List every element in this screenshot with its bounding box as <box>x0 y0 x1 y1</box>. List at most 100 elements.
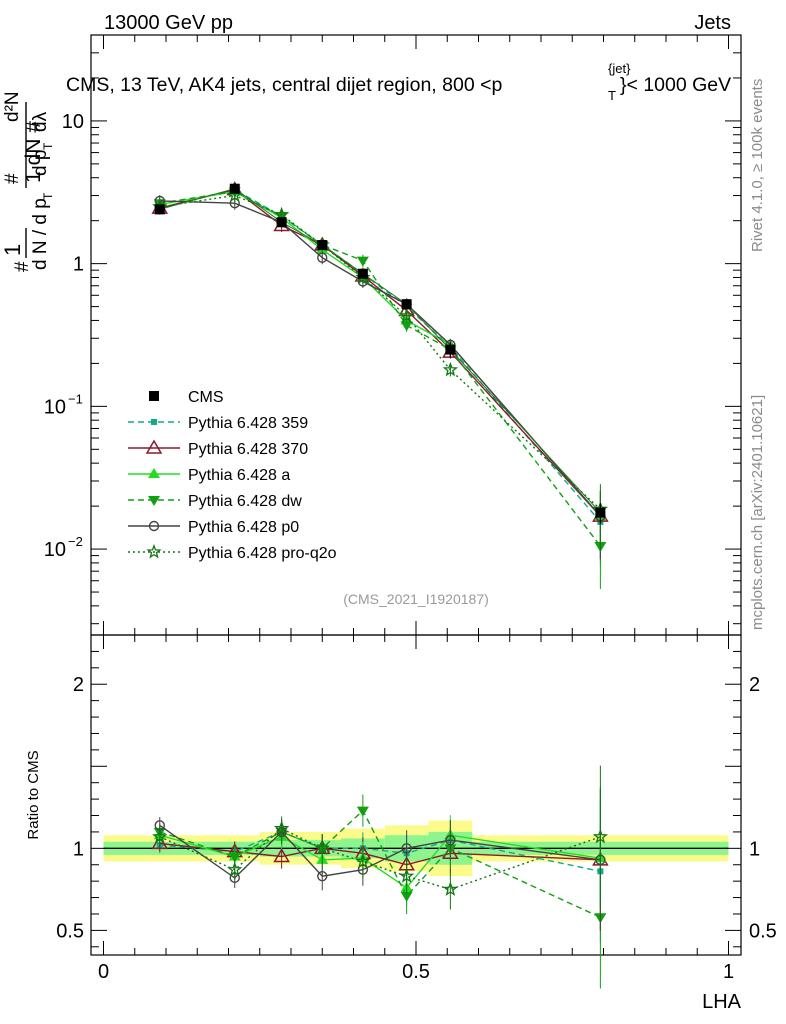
ratio-point-pp0 <box>445 834 456 846</box>
main-series-layer <box>151 181 609 590</box>
ratio-point-pq2o <box>314 840 330 855</box>
category-label: Jets <box>694 12 731 34</box>
y-tick-exponent: −1 <box>68 391 83 406</box>
ratio-y-tick-label-right: 2 <box>749 674 760 696</box>
svg-text:1: 1 <box>0 244 25 256</box>
legend-marker-p359 <box>151 419 157 425</box>
ratio-panel-frame <box>90 634 742 956</box>
y-tick-label: 1 <box>73 254 84 276</box>
ratio-uncertainty-bands <box>103 820 729 877</box>
ratio-point-pq2o <box>227 861 243 877</box>
ratio-point-pq2o <box>442 881 459 896</box>
side-label-site-wrap: mcplots.cern.ch [arXiv:2401.10621] <box>749 395 766 630</box>
title-tail: }< 1000 GeV <box>620 74 731 96</box>
ratio-line-pdw <box>159 809 601 918</box>
ratio-series-layer <box>151 765 609 989</box>
ratio-ylabel-wrap: Ratio to CMS <box>25 750 42 839</box>
ratio-point-pq2o <box>592 828 609 844</box>
svg-text:T: T <box>41 142 55 150</box>
point-pq2o <box>442 361 459 377</box>
legend-label-cms: CMS <box>188 389 224 406</box>
legend-marker-pa <box>148 468 160 478</box>
ratio-point-pq2o <box>152 828 168 844</box>
ratio-point-pq2o <box>355 853 371 869</box>
cms-point <box>229 183 240 194</box>
svg-text:d N / d p: d N / d p <box>30 198 51 270</box>
cms-point <box>317 240 328 251</box>
ratio-point-pq2o <box>273 820 290 836</box>
cms-line <box>159 188 601 513</box>
main-ylabel: 1 dN # <box>22 121 45 183</box>
title-sub: T <box>608 88 616 103</box>
cms-point <box>595 507 606 518</box>
x-tick-label: 1 <box>723 961 734 983</box>
chart-title: CMS, 13 TeV, AK4 jets, central dijet reg… <box>66 61 731 103</box>
point-pp0 <box>317 252 328 263</box>
legend-label-pdw: Pythia 6.428 dw <box>188 493 302 510</box>
analysis-id: (CMS_2021_I1920187) <box>343 591 489 607</box>
legend-label-pp0: Pythia 6.428 p0 <box>188 519 299 536</box>
cms-point <box>154 204 165 215</box>
legend-marker-p370 <box>145 439 163 454</box>
ratio-point-p370 <box>273 848 290 863</box>
ratio-line-p359 <box>159 831 601 872</box>
cms-point <box>401 299 412 310</box>
side-label-rivet: Rivet 4.1.0, ≥ 100k events <box>749 79 766 252</box>
svg-text:T: T <box>41 192 55 200</box>
title-main: CMS, 13 TeV, AK4 jets, central dijet reg… <box>66 74 502 96</box>
series-line-pq2o <box>159 194 601 510</box>
ratio-line-pa <box>159 834 601 889</box>
series-line-pdw <box>159 190 601 547</box>
ratio-point-pdw <box>400 891 413 902</box>
legend-label-pq2o: Pythia 6.428 pro-q2o <box>188 545 337 562</box>
svg-text:#: # <box>12 261 33 272</box>
point-pdw <box>356 256 369 267</box>
ratio-y-tick-label-left: 0.5 <box>56 920 84 942</box>
ratio-y-tick-label-right: 1 <box>749 838 760 860</box>
legend-marker-pdw <box>148 496 160 506</box>
x-axis-label: LHA <box>702 991 742 1013</box>
svg-text:#: # <box>2 173 23 184</box>
y-tick-exponent: −2 <box>68 534 83 549</box>
y-tick-label: 10 <box>44 539 66 561</box>
legend: CMS Pythia 6.428 359 Pythia 6.428 370 Pythi… <box>128 389 337 562</box>
side-label-site: mcplots.cern.ch [arXiv:2401.10621] <box>749 395 766 630</box>
y-tick-label: 10 <box>44 396 66 418</box>
svg-text:dλ: dλ <box>30 111 51 132</box>
series-line-pp0 <box>159 200 601 517</box>
ratio-line-pp0 <box>159 824 601 879</box>
svg-text:d²N: d²N <box>2 91 23 122</box>
title-sup: {jet} <box>608 61 631 76</box>
legend-label-p359: Pythia 6.428 359 <box>188 415 308 432</box>
y-tick-label: 10 <box>62 111 84 133</box>
ratio-point-pdw <box>228 852 241 863</box>
x-tick-label: 0 <box>98 961 109 983</box>
energy-label: 13000 GeV pp <box>104 12 233 34</box>
legend-label-p370: Pythia 6.428 370 <box>188 441 308 458</box>
ratio-ylabel: Ratio to CMS <box>25 750 42 839</box>
legend-label-pa: Pythia 6.428 a <box>188 467 290 484</box>
legend-marker-cms <box>149 391 159 401</box>
legend-marker-pq2o <box>146 543 162 559</box>
ratio-line-pq2o <box>159 827 601 891</box>
side-label-rivet-wrap: Rivet 4.1.0, ≥ 100k events <box>749 79 766 252</box>
cms-point <box>276 217 287 228</box>
point-pq2o <box>398 308 415 323</box>
svg-text:1 dN #: 1 dN # <box>22 121 45 183</box>
ratio-y-tick-label-left: 2 <box>73 674 84 696</box>
point-pdw <box>400 321 413 332</box>
legend-marker-pp0 <box>148 520 160 532</box>
ratio-y-tick-label-right: 0.5 <box>749 920 777 942</box>
ratio-point-pdw <box>356 806 369 817</box>
ratio-point-pp0 <box>317 871 328 882</box>
ratio-point-pp0 <box>401 843 412 854</box>
x-tick-label: 0.5 <box>402 961 430 983</box>
cms-point <box>357 268 368 279</box>
main-ylabel-detail: # 1 d N / d p T # d p T dλ d²N <box>0 91 55 272</box>
ratio-y-tick-label-left: 1 <box>73 838 84 860</box>
ratio-point-pq2o <box>398 868 415 883</box>
cms-point <box>445 344 456 355</box>
svg-text:d p: d p <box>30 150 51 176</box>
